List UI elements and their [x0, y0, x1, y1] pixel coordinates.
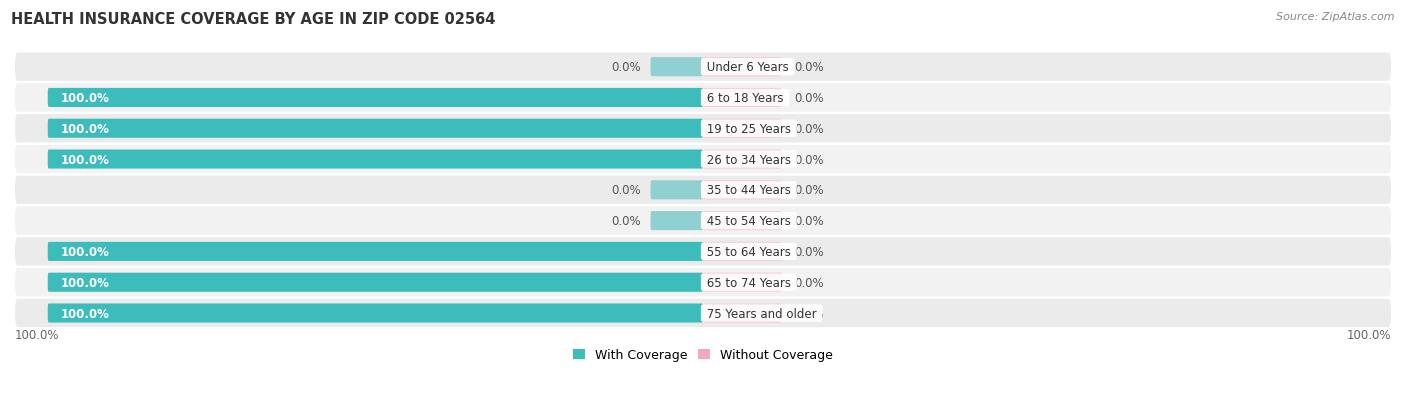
FancyBboxPatch shape [48, 119, 703, 138]
FancyBboxPatch shape [48, 242, 703, 261]
FancyBboxPatch shape [703, 211, 782, 230]
Text: 45 to 54 Years: 45 to 54 Years [703, 215, 794, 228]
Text: 0.0%: 0.0% [794, 215, 824, 228]
Text: 0.0%: 0.0% [794, 61, 824, 74]
FancyBboxPatch shape [703, 273, 782, 292]
FancyBboxPatch shape [15, 53, 1391, 82]
FancyBboxPatch shape [15, 145, 1391, 174]
Text: 100.0%: 100.0% [60, 122, 110, 135]
FancyBboxPatch shape [15, 84, 1391, 112]
FancyBboxPatch shape [15, 176, 1391, 204]
FancyBboxPatch shape [48, 150, 703, 169]
Text: 6 to 18 Years: 6 to 18 Years [703, 92, 787, 105]
Text: Under 6 Years: Under 6 Years [703, 61, 793, 74]
Text: 0.0%: 0.0% [612, 61, 641, 74]
Text: 0.0%: 0.0% [794, 122, 824, 135]
Text: 65 to 74 Years: 65 to 74 Years [703, 276, 794, 289]
FancyBboxPatch shape [15, 299, 1391, 328]
Text: 0.0%: 0.0% [794, 92, 824, 105]
Text: 55 to 64 Years: 55 to 64 Years [703, 245, 794, 258]
FancyBboxPatch shape [703, 242, 782, 261]
Text: 100.0%: 100.0% [1347, 329, 1391, 342]
FancyBboxPatch shape [703, 58, 782, 77]
FancyBboxPatch shape [15, 115, 1391, 143]
Text: 100.0%: 100.0% [15, 329, 59, 342]
Text: 100.0%: 100.0% [60, 307, 110, 320]
FancyBboxPatch shape [651, 181, 703, 200]
FancyBboxPatch shape [48, 273, 703, 292]
FancyBboxPatch shape [651, 58, 703, 77]
Text: 100.0%: 100.0% [60, 245, 110, 258]
FancyBboxPatch shape [703, 89, 782, 108]
Text: 0.0%: 0.0% [794, 245, 824, 258]
FancyBboxPatch shape [48, 89, 703, 108]
Text: 0.0%: 0.0% [612, 215, 641, 228]
Text: 19 to 25 Years: 19 to 25 Years [703, 122, 794, 135]
Text: 100.0%: 100.0% [60, 276, 110, 289]
FancyBboxPatch shape [15, 268, 1391, 297]
FancyBboxPatch shape [48, 304, 703, 323]
FancyBboxPatch shape [15, 237, 1391, 266]
Text: Source: ZipAtlas.com: Source: ZipAtlas.com [1277, 12, 1395, 22]
FancyBboxPatch shape [703, 181, 782, 200]
Text: 75 Years and older: 75 Years and older [703, 307, 820, 320]
FancyBboxPatch shape [703, 150, 782, 169]
FancyBboxPatch shape [15, 207, 1391, 235]
Text: 100.0%: 100.0% [60, 92, 110, 105]
Text: 0.0%: 0.0% [794, 153, 824, 166]
Text: 0.0%: 0.0% [794, 307, 824, 320]
Text: 100.0%: 100.0% [60, 153, 110, 166]
Text: 0.0%: 0.0% [794, 184, 824, 197]
FancyBboxPatch shape [703, 119, 782, 138]
FancyBboxPatch shape [703, 304, 782, 323]
Text: 0.0%: 0.0% [794, 276, 824, 289]
FancyBboxPatch shape [651, 211, 703, 230]
Text: HEALTH INSURANCE COVERAGE BY AGE IN ZIP CODE 02564: HEALTH INSURANCE COVERAGE BY AGE IN ZIP … [11, 12, 496, 27]
Text: 26 to 34 Years: 26 to 34 Years [703, 153, 794, 166]
Text: 0.0%: 0.0% [612, 184, 641, 197]
Legend: With Coverage, Without Coverage: With Coverage, Without Coverage [568, 344, 838, 367]
Text: 35 to 44 Years: 35 to 44 Years [703, 184, 794, 197]
